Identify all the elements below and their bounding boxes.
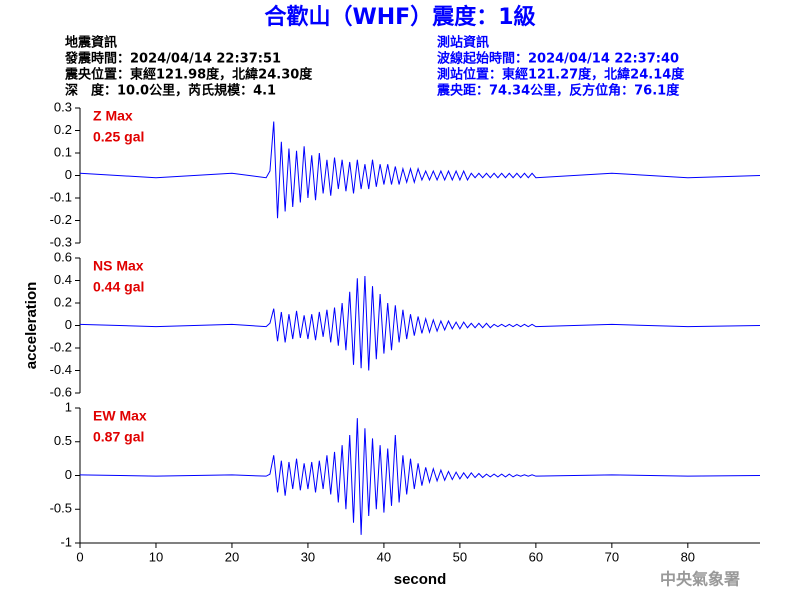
- x-tick-label: 80: [681, 549, 695, 564]
- y-tick-label: -0.5: [50, 501, 72, 516]
- x-tick-label: 40: [377, 549, 391, 564]
- quake-info: 深 度：10.0公里，芮氏規模：4.1: [65, 83, 276, 99]
- x-tick-label: 70: [605, 549, 619, 564]
- x-tick-label: 50: [453, 549, 467, 564]
- y-tick-label: 0.4: [54, 272, 72, 287]
- max-annotation: 0.25 gal: [93, 129, 144, 145]
- y-axis-label: acceleration: [23, 282, 40, 370]
- max-annotation: NS Max: [93, 258, 144, 274]
- waveform: [79, 418, 761, 535]
- quake-info: 發震時間：2024/04/14 22:37:51: [64, 51, 281, 67]
- page-title: 合歡山（WHF）震度：1級: [264, 4, 535, 30]
- y-tick-label: 0.6: [54, 249, 72, 264]
- y-tick-label: -0.3: [50, 234, 72, 249]
- station-info: 波線起始時間：2024/04/14 22:37:40: [437, 51, 679, 67]
- x-axis-label: second: [394, 571, 447, 588]
- x-tick-label: 60: [529, 549, 543, 564]
- x-tick-label: 20: [225, 549, 239, 564]
- y-tick-label: 0: [65, 467, 72, 482]
- x-tick-label: 10: [149, 549, 163, 564]
- max-annotation: Z Max: [93, 108, 133, 124]
- y-tick-label: 0.1: [54, 144, 72, 159]
- y-tick-label: -0.2: [50, 339, 72, 354]
- y-tick-label: -0.1: [50, 189, 72, 204]
- y-tick-label: 0.2: [54, 294, 72, 309]
- waveform: [79, 275, 761, 371]
- quake-info: 震央位置：東經121.98度，北緯24.30度: [64, 67, 313, 83]
- y-tick-label: 0.2: [54, 122, 72, 137]
- waveform: [79, 121, 761, 219]
- x-tick-label: 0: [76, 549, 83, 564]
- y-tick-label: -0.6: [50, 384, 72, 399]
- y-tick-label: 0.3: [54, 99, 72, 114]
- y-tick-label: 0: [65, 317, 72, 332]
- station-info: 測站資訊: [437, 35, 489, 51]
- y-tick-label: -0.2: [50, 212, 72, 227]
- footer-agency: 中央氣象署: [660, 570, 740, 589]
- station-info: 震央距：74.34公里，反方位角：76.1度: [436, 83, 680, 99]
- max-annotation: EW Max: [93, 408, 147, 424]
- quake-info: 地震資訊: [65, 35, 117, 51]
- y-tick-label: 0.5: [54, 433, 72, 448]
- max-annotation: 0.44 gal: [93, 279, 144, 295]
- station-info: 測站位置：東經121.27度，北緯24.14度: [437, 67, 685, 83]
- max-annotation: 0.87 gal: [93, 429, 144, 445]
- y-tick-label: 0: [65, 167, 72, 182]
- y-tick-label: 1: [65, 399, 72, 414]
- y-tick-label: -1: [60, 534, 72, 549]
- y-tick-label: -0.4: [50, 362, 72, 377]
- x-tick-label: 30: [301, 549, 315, 564]
